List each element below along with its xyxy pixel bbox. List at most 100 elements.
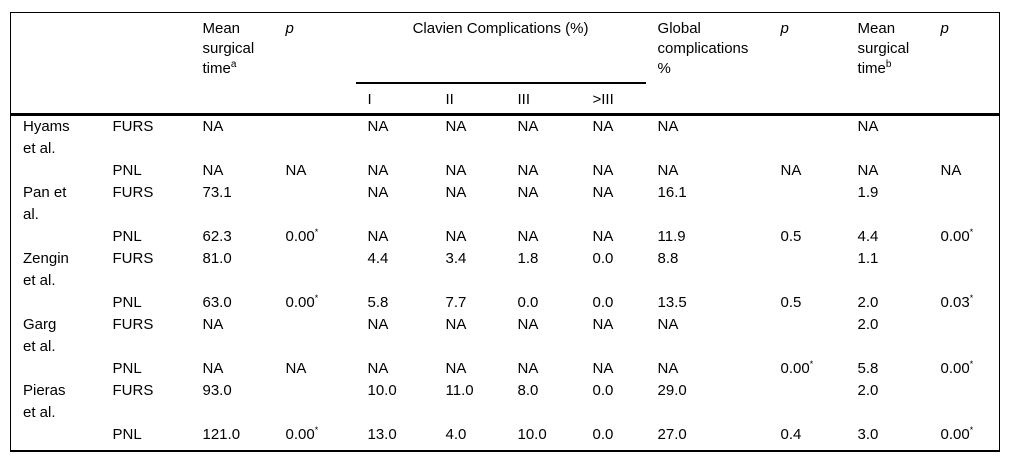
cell-group: PNL — [112, 162, 142, 179]
cell-group: FURS — [112, 382, 154, 399]
cell-study: Pieras et al. — [11, 380, 101, 424]
cell-p: 0.00* — [940, 425, 974, 444]
cell-clavien-grade-iii: 0.0 — [517, 294, 539, 311]
table-body: Hyams et al. FURS NA NA NA NA NA NA NA PNL NA NA NA N… — [11, 115, 1000, 452]
cell-global-complications: 13.5 — [657, 294, 687, 311]
cell-global-complications: NA — [657, 316, 679, 333]
table-row: Hyams et al. FURS NA NA NA NA NA NA NA — [11, 115, 1000, 161]
cell-mean-surgical-time-a: 93.0 — [202, 382, 232, 399]
significance-asterisk: * — [809, 359, 814, 369]
cell-p — [274, 182, 356, 226]
cell-p — [274, 115, 356, 161]
cell-group: PNL — [112, 426, 142, 443]
cell-study — [11, 226, 101, 248]
cell-study: Garg et al. — [11, 314, 101, 358]
cell-p: 0.00* — [285, 293, 319, 312]
cell-p: NA — [285, 360, 307, 377]
study-name: Hyams et al. — [23, 118, 70, 157]
cell-mean-surgical-time-b: 1.1 — [857, 250, 879, 267]
cell-group: PNL — [112, 228, 142, 245]
cell-clavien-grade-gt-iii: 0.0 — [592, 250, 614, 267]
header-p-mean-a: p — [273, 12, 356, 116]
cell-p — [274, 248, 356, 292]
study-name: Garg et al. — [23, 316, 57, 355]
cell-p — [929, 182, 1000, 226]
cell-clavien-grade-gt-iii: NA — [592, 228, 614, 245]
cell-p: 0.00* — [940, 359, 974, 378]
table-row: PNL 62.3 0.00* NA NA NA NA 11.9 0.5 4.4 0.00* — [11, 226, 1000, 248]
cell-global-complications: 8.8 — [657, 250, 679, 267]
cell-mean-surgical-time-b: 5.8 — [857, 360, 879, 377]
cell-mean-surgical-time-a: NA — [202, 316, 224, 333]
cell-mean-surgical-time-b: 1.9 — [857, 184, 879, 201]
cell-global-complications: 11.9 — [657, 228, 686, 245]
cell-global-complications: NA — [657, 162, 679, 179]
cell-clavien-grade-gt-iii: NA — [592, 360, 614, 377]
cell-global-complications: 29.0 — [657, 382, 687, 399]
cell-global-complications: NA — [657, 360, 679, 377]
table-row: Garg et al. FURS NA NA NA NA NA NA 2.0 — [11, 314, 1000, 358]
cell-clavien-grade-i: 4.4 — [367, 250, 389, 267]
cell-global-complications: 27.0 — [657, 426, 687, 443]
cell-study: Pan et al. — [11, 182, 101, 226]
cell-mean-surgical-time-b: NA — [857, 162, 879, 179]
cell-clavien-grade-ii: NA — [445, 162, 467, 179]
cell-mean-surgical-time-b: 2.0 — [857, 382, 879, 399]
cell-p: NA — [285, 162, 307, 179]
cell-mean-surgical-time-a: NA — [202, 360, 224, 377]
cell-mean-surgical-time-a: NA — [202, 118, 224, 135]
cell-clavien-grade-i: NA — [367, 162, 389, 179]
cell-clavien-grade-iii: NA — [517, 184, 539, 201]
significance-asterisk: * — [969, 359, 974, 369]
table-row: PNL NA NA NA NA NA NA NA NA NA NA — [11, 160, 1000, 182]
cell-global-complications: NA — [657, 118, 679, 135]
cell-mean-surgical-time-a: 63.0 — [202, 294, 232, 311]
cell-clavien-grade-i: NA — [367, 316, 389, 333]
cell-clavien-grade-iii: NA — [517, 360, 539, 377]
cell-mean-surgical-time-b: 2.0 — [857, 294, 879, 311]
cell-clavien-grade-gt-iii: NA — [592, 162, 614, 179]
header-p-mean-b: p — [928, 12, 1000, 116]
cell-p: 0.00* — [780, 359, 814, 378]
cell-clavien-grade-ii: NA — [445, 118, 467, 135]
cell-clavien-grade-iii: NA — [517, 316, 539, 333]
significance-asterisk: * — [314, 425, 319, 435]
cell-clavien-grade-i: 5.8 — [367, 294, 389, 311]
table-row: PNL 63.0 0.00* 5.8 7.7 0.0 0.0 13.5 0.5 2.0 0.03* — [11, 292, 1000, 314]
cell-clavien-grade-i: NA — [367, 184, 389, 201]
significance-asterisk: * — [969, 293, 974, 303]
cell-clavien-grade-iii: 1.8 — [517, 250, 539, 267]
cell-p — [929, 314, 1000, 358]
table-row: PNL NA NA NA NA NA NA NA 0.00* 5.8 0.00* — [11, 358, 1000, 380]
table-row: Pan et al. FURS 73.1 NA NA NA NA 16.1 1.9 — [11, 182, 1000, 226]
cell-clavien-grade-gt-iii: 0.0 — [592, 382, 614, 399]
cell-clavien-grade-iii: 10.0 — [517, 426, 547, 443]
cell-mean-surgical-time-a: NA — [202, 162, 224, 179]
cell-clavien-grade-ii: 3.4 — [445, 250, 467, 267]
cell-p — [769, 248, 846, 292]
header-clavien-complications: Clavien Complications (%) — [355, 12, 646, 84]
table-row: Pieras et al. FURS 93.0 10.0 11.0 8.0 0.0 29.0 2… — [11, 380, 1000, 424]
cell-group: FURS — [112, 184, 154, 201]
cell-clavien-grade-iii: NA — [517, 162, 539, 179]
study-name: Pan et al. — [23, 184, 67, 223]
cell-p — [929, 380, 1000, 424]
table-row: PNL 121.0 0.00* 13.0 4.0 10.0 0.0 27.0 0.4 3.0 0.0… — [11, 424, 1000, 451]
cell-mean-surgical-time-a: 62.3 — [202, 228, 232, 245]
cell-mean-surgical-time-b: 3.0 — [857, 426, 879, 443]
header-row-clavien-grades: I II III >III — [11, 82, 1000, 116]
table-row: Zengin et al. FURS 81.0 4.4 3.4 1.8 0.0 8.8 1.1 — [11, 248, 1000, 292]
cell-group: FURS — [112, 118, 154, 135]
cell-clavien-grade-iii: NA — [517, 118, 539, 135]
header-mean-surgical-time-b: Mean surgical timeb — [845, 12, 929, 116]
cell-mean-surgical-time-b: NA — [857, 118, 879, 135]
cell-clavien-grade-gt-iii: 0.0 — [592, 294, 614, 311]
cell-mean-surgical-time-a: 121.0 — [202, 426, 241, 443]
cell-study — [11, 424, 101, 451]
header-group-spacer — [100, 12, 191, 116]
significance-asterisk: * — [969, 227, 974, 237]
significance-asterisk: * — [314, 293, 319, 303]
cell-clavien-grade-ii: 4.0 — [445, 426, 467, 443]
header-study-spacer — [10, 12, 101, 116]
cell-clavien-grade-i: 10.0 — [367, 382, 397, 399]
